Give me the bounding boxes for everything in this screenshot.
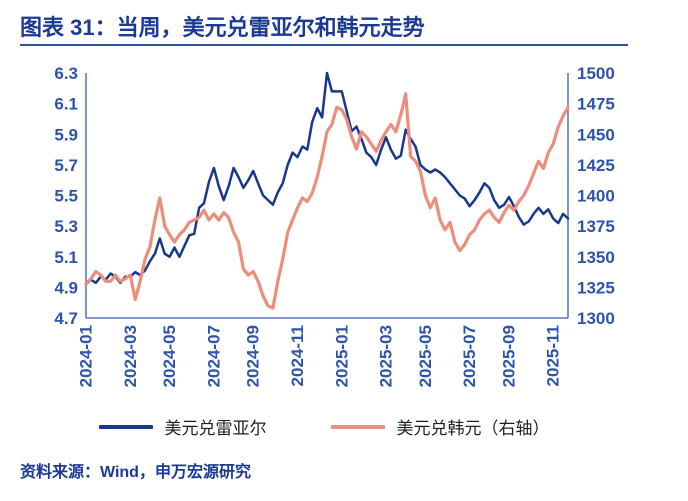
line-chart: 6.3 6.1 5.9 5.7 5.5 5.3 5.1 4.9 4.7 1500 1475 1450 1… (54, 64, 615, 387)
y-axis-right-tick-label: 1475 (577, 95, 615, 114)
x-axis-tick-label: 2024-11 (288, 325, 307, 386)
y-axis-right-tick-label: 1450 (577, 125, 615, 144)
x-axis-tick-label: 2025-09 (499, 325, 518, 387)
y-axis-left-tick-label: 4.9 (54, 278, 78, 297)
legend-item-brl: 美元兑雷亚尔 (98, 414, 267, 439)
x-axis-tick-label: 2024-03 (121, 325, 140, 387)
x-axis-tick-label: 2025-03 (377, 325, 396, 387)
series-line-brl (84, 71, 570, 286)
source-note: 资料来源：Wind，申万宏源研究 (20, 464, 251, 481)
legend-swatch-brl-line (98, 424, 153, 429)
y-axis-right-tick-label: 1400 (577, 187, 615, 206)
y-axis-right-tick-label: 1325 (577, 278, 615, 297)
x-axis-tick-label: 2025-05 (416, 325, 435, 387)
y-axis-left-tick-label: 5.7 (54, 156, 78, 175)
y-axis-right-tick-label: 1500 (577, 64, 615, 83)
x-axis-tick-label: 2024-01 (77, 325, 96, 387)
x-axis-tick-label: 2024-09 (244, 325, 263, 387)
y-axis-left-tick-label: 6.1 (54, 95, 78, 114)
y-axis-left-tick-label: 5.5 (54, 187, 78, 206)
legend-item-krw: 美元兑韩元（右轴） (330, 414, 550, 439)
x-axis-tick-label: 2025-11 (544, 325, 563, 386)
legend-label-brl: 美元兑雷亚尔 (164, 419, 267, 438)
x-axis-tick-label: 2025-01 (332, 325, 351, 387)
y-axis-left-tick-label: 5.3 (54, 217, 78, 236)
y-axis-left-tick-label: 6.3 (54, 64, 78, 83)
y-axis-left-tick-label: 5.9 (54, 125, 78, 144)
y-axis-left-tick-label: 5.1 (54, 248, 78, 267)
title-rule (20, 44, 628, 46)
x-axis-tick-label: 2024-07 (204, 325, 223, 387)
legend-label-krw: 美元兑韩元（右轴） (396, 419, 550, 438)
x-axis-tick-label: 2025-07 (460, 325, 479, 387)
x-axis-tick-label: 2024-05 (160, 325, 179, 387)
y-axis-left-tick-label: 4.7 (54, 309, 78, 328)
legend-swatch-krw-line (330, 424, 385, 429)
y-axis-right-tick-label: 1375 (577, 217, 615, 236)
series-line-krw (84, 92, 570, 310)
figure-title: 图表 31：当周，美元兑雷亚尔和韩元走势 (20, 15, 425, 40)
y-axis-right-tick-label: 1350 (577, 248, 615, 267)
y-axis-right-tick-label: 1300 (577, 309, 615, 328)
y-axis-right-tick-label: 1425 (577, 156, 615, 175)
chart-legend: 美元兑雷亚尔 美元兑韩元（右轴） (0, 414, 648, 439)
chart-area: 6.3 6.1 5.9 5.7 5.5 5.3 5.1 4.9 4.7 1500 1475 1450 1… (0, 52, 688, 407)
